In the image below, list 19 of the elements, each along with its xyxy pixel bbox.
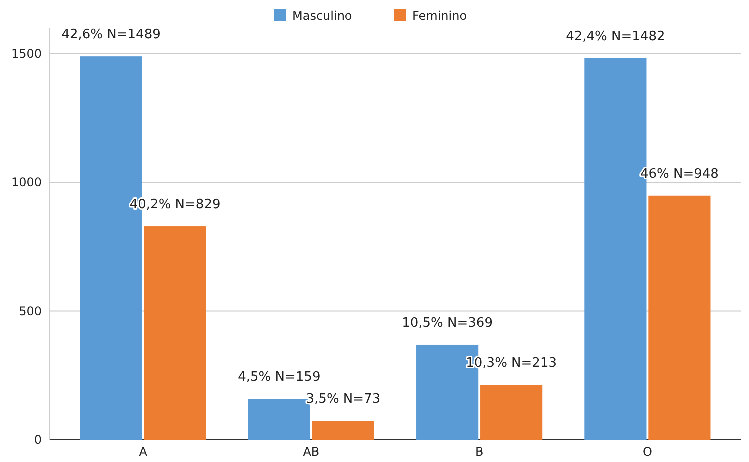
- y-tick-label: 500: [19, 304, 42, 318]
- bar: [312, 421, 374, 440]
- y-tick-label: 1000: [11, 176, 42, 190]
- x-tick-label: AB: [303, 445, 320, 459]
- data-label: 42,6% N=1489: [62, 28, 161, 43]
- x-tick-label: B: [475, 445, 484, 459]
- data-label: 42,4% N=1482: [566, 29, 666, 44]
- data-label: 4,5% N=159: [238, 370, 321, 386]
- y-tick-label: 0: [34, 433, 42, 447]
- x-tick-label: O: [642, 445, 652, 459]
- bar: [144, 226, 206, 440]
- legend-label: Masculino: [292, 9, 352, 23]
- bar: [648, 196, 711, 440]
- bar: [480, 385, 543, 440]
- y-tick-label: 1500: [11, 46, 42, 61]
- legend-label: Feminino: [412, 9, 468, 23]
- data-label: 3,5% N=73: [306, 392, 381, 408]
- x-tick-label: A: [139, 445, 148, 459]
- data-label: 10,5% N=369: [402, 316, 493, 331]
